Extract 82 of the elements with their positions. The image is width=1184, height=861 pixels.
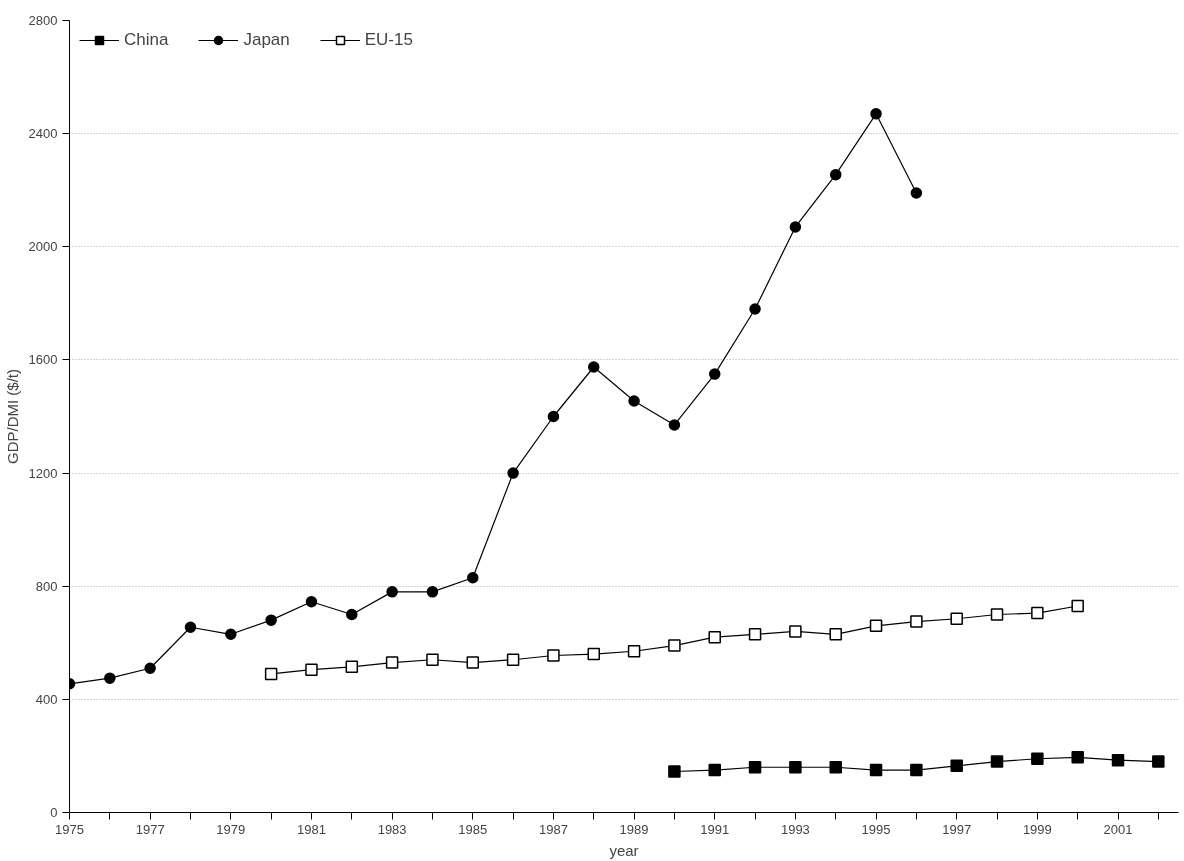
x-tick-label: 1983 bbox=[377, 821, 407, 837]
point bbox=[104, 672, 116, 684]
point bbox=[910, 615, 923, 628]
point bbox=[950, 759, 963, 773]
point bbox=[264, 667, 278, 681]
point bbox=[789, 760, 802, 774]
y-tick-label: 2800 bbox=[28, 13, 58, 28]
point bbox=[789, 625, 802, 638]
point bbox=[990, 755, 1004, 768]
point bbox=[225, 628, 237, 641]
point bbox=[628, 395, 640, 407]
point bbox=[789, 221, 802, 233]
point bbox=[869, 763, 883, 777]
x-tick-label: 1993 bbox=[780, 821, 810, 837]
point bbox=[426, 586, 439, 598]
point bbox=[385, 656, 399, 669]
point bbox=[547, 649, 560, 662]
point bbox=[587, 647, 600, 661]
point bbox=[990, 608, 1004, 621]
y-tick-label: 2400 bbox=[28, 126, 58, 142]
point bbox=[588, 361, 600, 373]
point bbox=[1111, 753, 1125, 767]
point bbox=[346, 608, 358, 621]
point bbox=[386, 586, 398, 598]
point bbox=[305, 663, 318, 676]
y-axis-title: GDP/DMI ($/t) bbox=[3, 368, 21, 464]
x-tick-label: 1985 bbox=[458, 821, 488, 837]
x-tick-label: 1981 bbox=[297, 821, 326, 837]
point bbox=[950, 612, 963, 625]
point bbox=[265, 614, 277, 626]
point bbox=[910, 763, 923, 777]
x-tick-label: 2001 bbox=[1103, 821, 1133, 837]
point bbox=[748, 760, 762, 774]
x-tick-label: 1991 bbox=[700, 821, 730, 837]
y-tick-label: 400 bbox=[35, 691, 58, 707]
y-tick-label: 0 bbox=[50, 805, 58, 820]
point bbox=[507, 467, 519, 479]
point bbox=[345, 660, 359, 674]
x-tick-label: 1995 bbox=[861, 821, 891, 837]
point bbox=[668, 419, 681, 431]
point bbox=[668, 765, 681, 778]
x-tick-label: 1989 bbox=[619, 821, 649, 837]
y-tick-label: 1200 bbox=[28, 465, 58, 481]
point bbox=[1071, 751, 1084, 764]
point bbox=[869, 619, 883, 633]
point bbox=[547, 410, 560, 423]
x-tick-label: 1979 bbox=[216, 821, 246, 837]
x-tick-label: 1975 bbox=[55, 821, 84, 837]
legend-label: Japan bbox=[243, 30, 290, 50]
x-tick-label: 1977 bbox=[135, 821, 165, 837]
point bbox=[708, 763, 721, 777]
y-tick-label: 800 bbox=[35, 578, 58, 594]
point bbox=[466, 656, 480, 669]
point bbox=[668, 639, 681, 652]
y-tick-label: 1600 bbox=[28, 352, 58, 368]
point bbox=[910, 187, 923, 199]
point bbox=[627, 645, 641, 658]
x-tick-label: 1999 bbox=[1022, 821, 1052, 837]
point bbox=[829, 628, 842, 641]
point bbox=[829, 760, 842, 774]
point bbox=[708, 630, 721, 644]
point bbox=[749, 303, 761, 315]
point bbox=[305, 596, 318, 608]
x-tick-label: 1997 bbox=[942, 821, 972, 837]
point bbox=[1152, 755, 1165, 768]
point bbox=[426, 653, 439, 667]
point bbox=[1071, 599, 1084, 613]
x-axis-title: year bbox=[609, 841, 639, 859]
point bbox=[1031, 752, 1044, 766]
point bbox=[506, 653, 520, 667]
point bbox=[748, 628, 762, 641]
point bbox=[870, 108, 882, 120]
point bbox=[467, 571, 479, 584]
x-tick-label: 1987 bbox=[538, 821, 568, 837]
legend-label: China bbox=[124, 30, 169, 50]
point bbox=[144, 662, 156, 674]
point bbox=[708, 368, 721, 380]
y-tick-label: 2000 bbox=[28, 239, 58, 255]
legend-label: EU-15 bbox=[364, 30, 413, 50]
point bbox=[184, 621, 197, 633]
point bbox=[829, 168, 842, 181]
point bbox=[1031, 606, 1044, 620]
